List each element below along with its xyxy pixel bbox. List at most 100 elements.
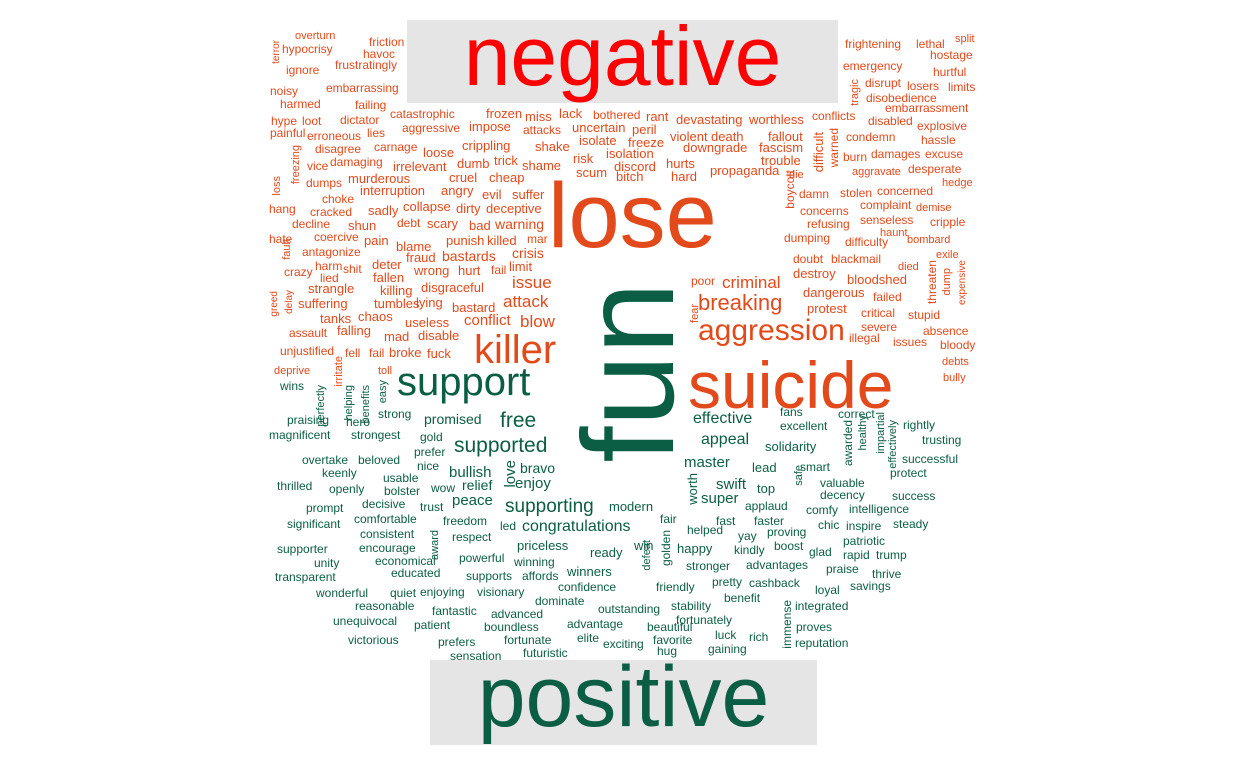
negative-word-killer: killer [474,328,557,372]
positive-word-prefers: prefers [438,635,476,649]
negative-word-shun: shun [348,218,377,233]
negative-word-disgraceful: disgraceful [421,280,484,295]
negative-word-suicide: suicide [688,348,894,422]
positive-word-faster: faster [754,514,785,528]
negative-word-loose: loose [423,145,455,160]
positive-word-decency: decency [820,488,865,502]
positive-word-awarded: awarded [841,420,855,467]
negative-word-angry: angry [441,183,474,198]
negative-word-fail: fail [369,346,385,360]
positive-word-unequivocal: unequivocal [333,614,398,628]
positive-word-trust: trust [420,500,444,514]
negative-word-bitch: bitch [616,169,644,184]
positive-word-hero: hero [346,415,371,429]
negative-word-greed: greed [269,291,280,317]
negative-word-disable: disable [418,328,460,343]
positive-word-ready: ready [590,545,623,560]
negative-word-fail: fail [491,263,507,277]
negative-word-fault: fault [281,239,293,260]
negative-word-severe: severe [861,320,898,334]
positive-word-winning: winning [514,555,555,569]
negative-word-hassle: hassle [921,133,956,147]
negative-word-blow: blow [520,312,555,331]
positive-word-glad: glad [809,545,832,559]
negative-word-attacks: attacks [523,123,562,137]
positive-word-hug: hug [657,644,678,658]
negative-word-trick: trick [494,153,518,168]
negative-word-impose: impose [469,119,511,134]
negative-word-strangle: strangle [308,281,355,296]
positive-word-reasonable: reasonable [355,599,415,613]
negative-word-hang: hang [269,202,296,216]
positive-word-pretty: pretty [712,575,743,589]
positive-word-led: led [500,519,517,533]
negative-word-frozen: frozen [486,106,523,121]
negative-word-broke: broke [389,345,422,360]
negative-word-hypocrisy: hypocrisy [282,42,333,56]
positive-word-kindly: kindly [734,543,765,557]
negative-word-aggressive: aggressive [402,121,461,135]
positive-word-gold: gold [420,430,443,444]
negative-word-crisis: crisis [512,245,544,261]
negative-word-bombard: bombard [907,234,951,246]
negative-word-stolen: stolen [840,186,873,200]
positive-word-correct: correct [838,407,875,421]
negative-word-rant: rant [646,109,669,124]
positive-word-golden: golden [659,530,673,567]
negative-word-warned: warned [827,128,841,168]
positive-word-futuristic: futuristic [523,646,568,660]
positive-word-relief: relief [462,477,493,493]
negative-word-illegal: illegal [849,331,880,345]
positive-word-peace: peace [452,492,493,509]
negative-word-tanks: tanks [320,311,352,326]
negative-word-unjustified: unjustified [280,344,335,358]
positive-word-fun: fun [555,282,701,463]
negative-word-trouble: trouble [761,153,801,168]
positive-word-savings: savings [850,579,891,593]
negative-word-frightening: frightening [845,37,902,51]
negative-word-suffering: suffering [298,296,348,311]
negative-word-killed: killed [487,233,517,248]
negative-word-mar: mar [527,232,548,246]
positive-word-modern: modern [609,499,654,514]
negative-word-burn: burn [843,150,868,164]
negative-word-disobedience: disobedience [866,91,937,105]
positive-word-praising: praising [287,413,330,427]
positive-word-solidarity: solidarity [765,439,817,454]
positive-word-fast: fast [716,514,736,528]
negative-word-blame: blame [396,239,432,254]
positive-word-victorious: victorious [348,633,399,647]
positive-word-stronger: stronger [686,559,731,573]
negative-word-harm: harm [315,259,343,273]
negative-word-died: died [898,261,919,273]
negative-word-cripple: cripple [930,215,966,229]
negative-word-tumbles: tumbles [374,296,420,311]
negative-word-friction: friction [369,35,405,49]
positive-word-affords: affords [522,569,559,583]
positive-word-boost: boost [774,539,804,553]
positive-word-excellent: excellent [780,419,828,433]
negative-word-wrong: wrong [414,263,450,278]
positive-word-immense: immense [780,600,794,649]
negative-word-freeze: freeze [628,135,665,150]
positive-word-comfortable: comfortable [354,512,417,526]
positive-word-boundless: boundless [484,620,539,634]
negative-word-loot: loot [302,114,322,128]
negative-word-excuse: excuse [925,147,964,161]
negative-word-overturn: overturn [295,30,336,42]
negative-word-desperate: desperate [908,162,962,176]
negative-word-decline: decline [292,217,331,231]
positive-word-fans: fans [780,405,803,419]
negative-word-cracked: cracked [310,205,353,219]
negative-word-cruel: cruel [449,170,478,185]
positive-word-master: master [684,454,730,471]
positive-word-steady: steady [893,517,929,531]
positive-word-helping: helping [343,385,355,421]
positive-word-respect: respect [452,530,492,544]
positive-word-worth: worth [685,473,700,505]
negative-word-chaos: chaos [358,309,393,324]
negative-word-disagree: disagree [315,142,362,156]
positive-word-applaud: applaud [745,499,788,513]
negative-word-peril: peril [632,122,657,137]
positive-word-quiet: quiet [390,586,417,600]
